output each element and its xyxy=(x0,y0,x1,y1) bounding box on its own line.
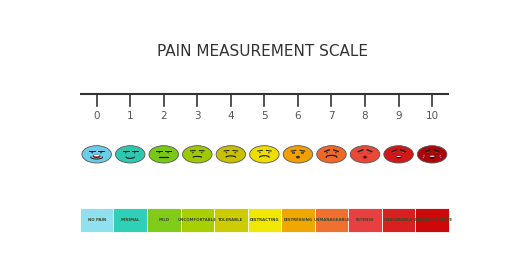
Text: 2: 2 xyxy=(160,111,167,120)
Ellipse shape xyxy=(216,146,246,163)
Ellipse shape xyxy=(435,152,438,154)
Text: UNABLE TO MOVE: UNABLE TO MOVE xyxy=(413,218,452,222)
Ellipse shape xyxy=(429,155,435,159)
Ellipse shape xyxy=(182,146,212,163)
Ellipse shape xyxy=(436,152,437,153)
Ellipse shape xyxy=(440,157,441,158)
Text: 9: 9 xyxy=(395,111,402,120)
Ellipse shape xyxy=(384,146,413,163)
Text: 3: 3 xyxy=(194,111,201,120)
Ellipse shape xyxy=(250,146,279,163)
Text: DISTRESSING: DISTRESSING xyxy=(283,218,312,222)
Ellipse shape xyxy=(350,146,380,163)
Ellipse shape xyxy=(292,152,295,153)
Text: TOLERABLE: TOLERABLE xyxy=(218,218,244,222)
Text: UNMANAGEABLE: UNMANAGEABLE xyxy=(313,218,350,222)
Ellipse shape xyxy=(100,152,102,153)
Ellipse shape xyxy=(293,152,294,153)
Bar xyxy=(315,208,348,232)
Ellipse shape xyxy=(94,155,100,156)
Text: NO PAIN: NO PAIN xyxy=(88,218,106,222)
Ellipse shape xyxy=(360,152,361,153)
Ellipse shape xyxy=(283,146,313,163)
Ellipse shape xyxy=(363,156,367,158)
Ellipse shape xyxy=(326,152,328,153)
Ellipse shape xyxy=(335,152,337,153)
Ellipse shape xyxy=(93,155,100,157)
Text: UNCOMFORTABLE: UNCOMFORTABLE xyxy=(178,218,217,222)
Ellipse shape xyxy=(369,152,370,153)
Text: UNBEARABLE: UNBEARABLE xyxy=(384,218,413,222)
Bar xyxy=(147,208,181,232)
Text: 6: 6 xyxy=(294,111,301,120)
Ellipse shape xyxy=(192,152,194,153)
Ellipse shape xyxy=(91,152,93,153)
Ellipse shape xyxy=(115,146,145,163)
Ellipse shape xyxy=(423,155,425,157)
Bar xyxy=(181,208,214,232)
Text: MILD: MILD xyxy=(158,218,169,222)
Ellipse shape xyxy=(427,152,429,153)
Ellipse shape xyxy=(134,152,136,153)
Text: PAIN MEASUREMENT SCALE: PAIN MEASUREMENT SCALE xyxy=(157,44,368,59)
Text: 10: 10 xyxy=(425,111,439,120)
Ellipse shape xyxy=(82,146,112,163)
Text: 1: 1 xyxy=(127,111,134,120)
Ellipse shape xyxy=(396,156,401,159)
Ellipse shape xyxy=(259,152,261,153)
Bar xyxy=(80,208,114,232)
Ellipse shape xyxy=(430,156,435,157)
Ellipse shape xyxy=(201,152,203,153)
Text: 7: 7 xyxy=(328,111,335,120)
Ellipse shape xyxy=(302,152,303,153)
Bar xyxy=(281,208,315,232)
Ellipse shape xyxy=(125,152,126,153)
Ellipse shape xyxy=(394,152,395,153)
Text: DISTRACTING: DISTRACTING xyxy=(249,218,279,222)
Ellipse shape xyxy=(396,156,401,157)
Ellipse shape xyxy=(167,152,169,153)
Ellipse shape xyxy=(301,152,304,153)
Text: 8: 8 xyxy=(361,111,368,120)
Ellipse shape xyxy=(423,157,424,158)
Ellipse shape xyxy=(359,152,362,153)
Ellipse shape xyxy=(296,156,300,158)
Bar xyxy=(214,208,248,232)
Text: MINIMAL: MINIMAL xyxy=(120,218,140,222)
Bar xyxy=(248,208,281,232)
Text: 0: 0 xyxy=(93,111,100,120)
Ellipse shape xyxy=(158,152,160,153)
Ellipse shape xyxy=(426,152,429,154)
Ellipse shape xyxy=(149,146,179,163)
Bar xyxy=(114,208,147,232)
Ellipse shape xyxy=(417,146,447,163)
Bar xyxy=(348,208,382,232)
Ellipse shape xyxy=(317,146,346,163)
Ellipse shape xyxy=(268,152,270,153)
Bar xyxy=(382,208,415,232)
Ellipse shape xyxy=(439,155,441,157)
Ellipse shape xyxy=(402,152,403,153)
Ellipse shape xyxy=(368,152,371,153)
Bar xyxy=(415,208,449,232)
Ellipse shape xyxy=(401,152,404,154)
Text: INTENSE: INTENSE xyxy=(356,218,374,222)
Ellipse shape xyxy=(234,152,236,153)
Ellipse shape xyxy=(226,152,227,153)
Ellipse shape xyxy=(393,152,396,154)
Text: 4: 4 xyxy=(227,111,234,120)
Text: 5: 5 xyxy=(261,111,268,120)
